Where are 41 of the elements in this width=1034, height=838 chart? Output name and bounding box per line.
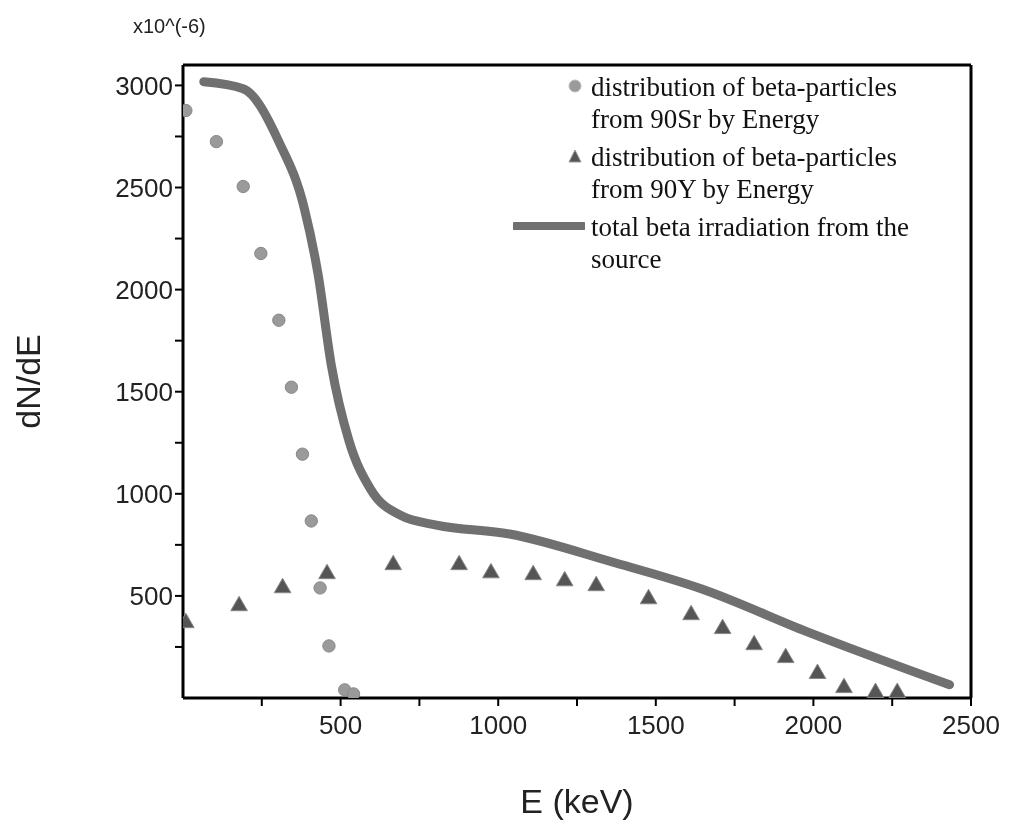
y-tick-label: 2500 xyxy=(115,172,173,203)
point xyxy=(482,562,500,579)
point xyxy=(254,246,268,261)
x-tick-label: 500 xyxy=(318,710,363,741)
point xyxy=(682,604,700,621)
point xyxy=(284,380,299,394)
point xyxy=(555,570,574,587)
x-tick-label: 2000 xyxy=(784,710,843,741)
point xyxy=(450,554,468,571)
x-tick-label: 2500 xyxy=(942,710,1000,741)
point xyxy=(295,447,310,461)
point xyxy=(384,554,403,571)
point xyxy=(304,514,318,528)
point xyxy=(272,313,286,327)
point xyxy=(346,687,361,698)
point xyxy=(230,595,248,612)
x-axis-title: E (keV) xyxy=(520,782,634,820)
point xyxy=(639,588,658,605)
text: x10^(-6) xyxy=(133,15,206,38)
point xyxy=(866,682,885,698)
point xyxy=(745,634,763,651)
point xyxy=(236,179,250,194)
point xyxy=(888,682,907,698)
point xyxy=(808,663,827,680)
y-tick-label: 3000 xyxy=(115,70,173,101)
y-tick-label: 500 xyxy=(129,581,173,612)
point xyxy=(273,577,292,594)
x-tick-label: 1500 xyxy=(626,710,685,741)
y-tick-label: 2000 xyxy=(115,274,173,305)
point xyxy=(318,563,336,580)
point xyxy=(713,618,732,635)
point xyxy=(209,134,224,149)
point xyxy=(835,677,853,694)
point xyxy=(587,575,606,592)
point xyxy=(776,647,795,664)
legend-label: total beta irradiation from the source xyxy=(591,211,910,275)
y-axis-title: dN/dE xyxy=(9,334,48,429)
y-tick-label: 1500 xyxy=(115,376,173,407)
x-tick-label: 1000 xyxy=(469,710,528,741)
y-tick-label: 1000 xyxy=(115,479,173,510)
point xyxy=(524,564,543,581)
